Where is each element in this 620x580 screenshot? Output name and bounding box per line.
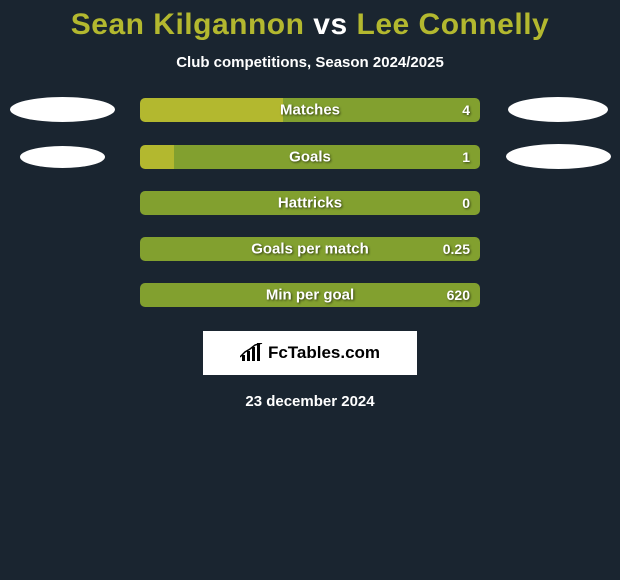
bar-segment-left: [140, 98, 283, 122]
stat-row: Min per goal 620: [0, 283, 620, 307]
player2-name: Lee Connelly: [357, 8, 550, 41]
stat-label: Matches: [280, 101, 340, 118]
stat-label: Goals per match: [251, 241, 369, 258]
stat-value: 1: [462, 149, 470, 165]
player1-marker: [20, 146, 105, 168]
stat-row: Hattricks 0: [0, 191, 620, 215]
bar-segment-left: [140, 145, 174, 169]
player2-marker: [508, 97, 608, 122]
stat-row: Matches 4: [0, 97, 620, 122]
stat-label: Min per goal: [266, 287, 354, 304]
chart-icon: [240, 343, 264, 363]
stat-bar: Min per goal 620: [140, 283, 480, 307]
vs-text: vs: [313, 8, 347, 41]
stat-row: Goals per match 0.25: [0, 237, 620, 261]
page-title: Sean Kilgannon vs Lee Connelly: [0, 8, 620, 42]
subtitle: Club competitions, Season 2024/2025: [0, 54, 620, 71]
comparison-panel: Sean Kilgannon vs Lee Connelly Club comp…: [0, 0, 620, 410]
stat-value: 0: [462, 195, 470, 211]
stat-value: 4: [462, 102, 470, 118]
stat-bar: Goals per match 0.25: [140, 237, 480, 261]
footer-date: 23 december 2024: [0, 393, 620, 410]
player1-marker: [10, 97, 115, 122]
player2-marker: [506, 144, 611, 169]
stat-value: 0.25: [443, 241, 470, 257]
stat-label: Goals: [289, 148, 331, 165]
player1-name: Sean Kilgannon: [71, 8, 305, 41]
stat-label: Hattricks: [278, 195, 342, 212]
stats-list: Matches 4 Goals 1 Hattricks 0 Goals per match 0…: [0, 97, 620, 307]
site-logo[interactable]: FcTables.com: [203, 331, 417, 375]
stat-bar: Matches 4: [140, 98, 480, 122]
stat-row: Goals 1: [0, 144, 620, 169]
stat-bar: Goals 1: [140, 145, 480, 169]
logo-text: FcTables.com: [268, 343, 380, 363]
stat-value: 620: [447, 287, 470, 303]
stat-bar: Hattricks 0: [140, 191, 480, 215]
